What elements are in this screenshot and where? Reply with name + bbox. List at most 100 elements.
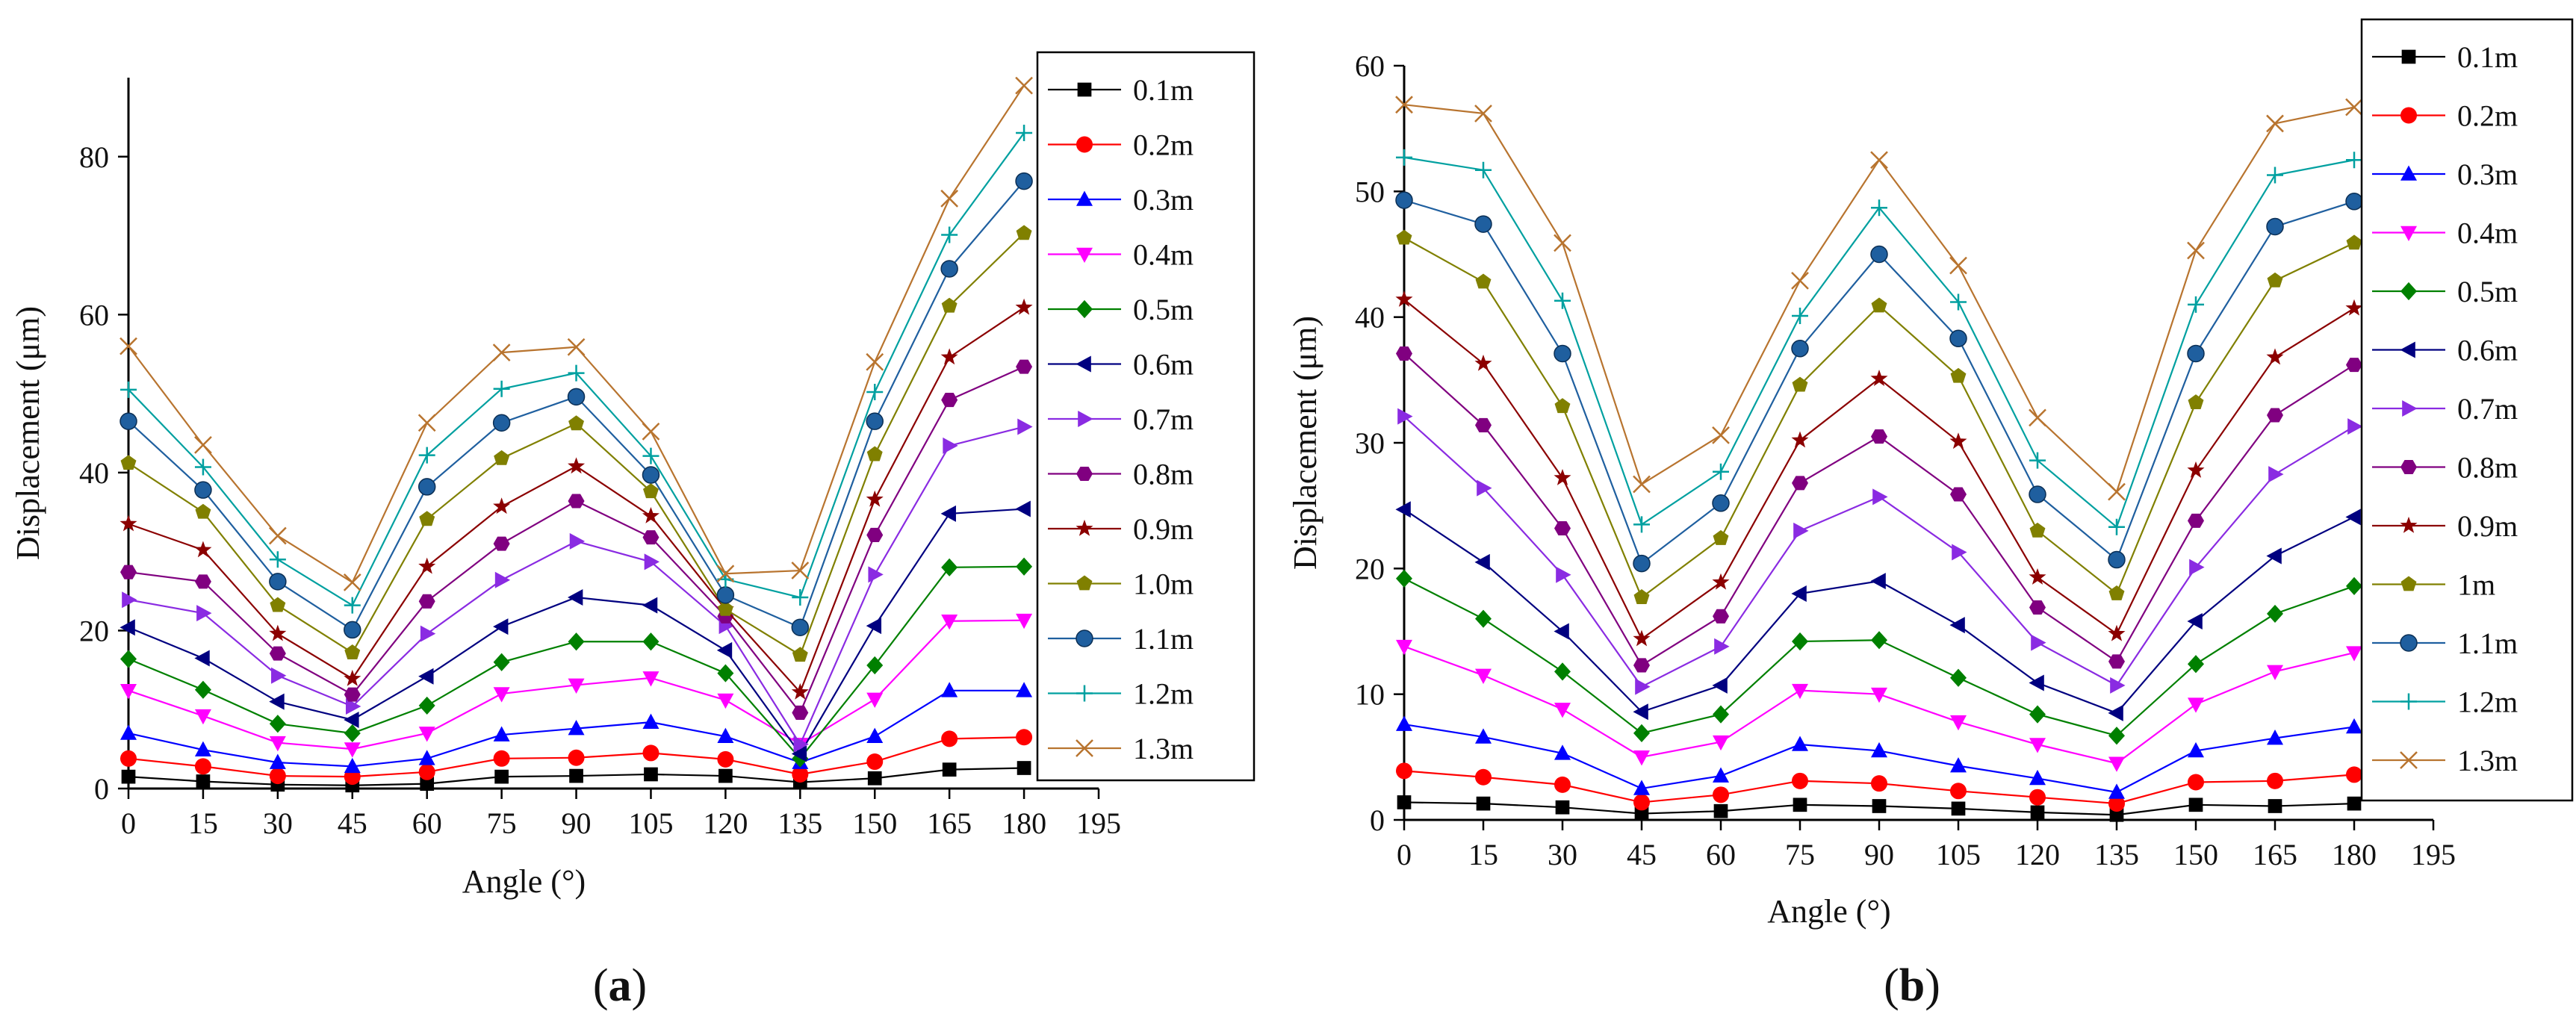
panel-a-chart: 0 15 30 45 60 75 90 105 120 135 150 165 180 195 0 20 40 6… [10, 51, 1256, 1011]
panel-b-data-point [1951, 801, 1966, 816]
panel-a-data-point [717, 727, 734, 743]
panel-a-data-point [420, 625, 436, 642]
panel-b-data-point [1950, 668, 1967, 687]
panel-a-data-point [269, 715, 286, 733]
panel-b-x-tick-label: 105 [1936, 838, 1981, 871]
panel-b-legend-label-0-8m: 0.8m [2457, 451, 2518, 485]
panel-b-data-point [1633, 554, 1651, 573]
panel-a-data-point [418, 727, 435, 742]
panel-a-data-point [344, 687, 361, 702]
panel-b-chart: 0 15 30 45 60 75 90 105 120 135 150 165 180 195 0 10 20 3… [1287, 18, 2574, 1011]
panel-b-data-point [2187, 461, 2205, 478]
panel-a-data-point [567, 589, 583, 606]
panel-b-data-point [2188, 798, 2203, 812]
panel-b-data-point [1475, 161, 1492, 178]
panel-b-series-0-1m [1397, 795, 2362, 822]
panel-b-data-point [1792, 772, 1808, 789]
panel-a-data-point [120, 750, 137, 767]
panel-b-x-tick-label: 150 [2173, 838, 2218, 871]
panel-a-x-tick-label: 30 [263, 806, 293, 840]
panel-b-legend-label-0-2m: 0.2m [2457, 99, 2518, 133]
panel-a-data-point [120, 684, 137, 700]
panel-a-legend-label-0-9m: 0.9m [1133, 512, 1194, 546]
panel-a-data-point [642, 713, 659, 729]
panel-a-data-point [269, 768, 286, 785]
panel-b-series-1m [1396, 229, 2362, 604]
panel-b-legend: 0.1m 0.2m 0.3m 0.4m 0.5m 0.6m 0.7m 0.8m 0.9m 1m 1.… [2360, 18, 2574, 802]
panel-b-data-point [2108, 550, 2126, 569]
panel-a-data-point [194, 458, 211, 476]
panel-a-x-tick-label: 0 [121, 806, 136, 840]
panel-a-data-point [494, 769, 509, 784]
panel-a-data-point [493, 618, 509, 635]
panel-b-series-0-2m [1396, 762, 2362, 812]
panel-a-data-point [420, 777, 435, 792]
panel-a-series-0-9m [120, 298, 1033, 700]
panel-b-data-point [2345, 509, 2361, 526]
panel-b-y-tick-label: 0 [1370, 803, 1385, 837]
panel-a-data-point [1015, 500, 1031, 517]
panel-a-data-point [1016, 682, 1033, 697]
panel-b-data-point [1475, 768, 1492, 786]
panel-a-data-point [943, 437, 958, 454]
panel-a-data-point [568, 720, 585, 736]
panel-a-data-point [792, 647, 808, 662]
panel-a-data-point [269, 736, 286, 752]
panel-b-data-point [2188, 697, 2204, 713]
panel-a-data-point [195, 503, 211, 519]
panel-a-y-tick-label: 0 [94, 772, 109, 806]
panel-a-x-tick-label: 195 [1076, 806, 1121, 840]
panel-a-y-tick-label: 60 [79, 298, 109, 332]
panel-b-data-point [1792, 632, 1808, 651]
panel-b-data-point [1950, 487, 1967, 502]
panel-a-data-point [194, 650, 210, 667]
panel-b-data-point [2187, 613, 2203, 630]
panel-a-legend-marker [1076, 247, 1093, 264]
panel-b-data-point [1634, 806, 1649, 821]
panel-b-data-point [1396, 346, 1412, 361]
panel-a-data-point [717, 750, 734, 768]
panel-b-data-point [2108, 482, 2126, 501]
panel-a-data-point [270, 597, 286, 612]
panel-a-data-point [494, 571, 511, 588]
panel-b-legend-marker [2400, 751, 2418, 769]
panel-a-data-point [1015, 298, 1033, 315]
panel-a-data-point [492, 343, 511, 361]
panel-b-data-point [1871, 741, 1887, 758]
panel-b-data-point [2267, 730, 2283, 745]
panel-b-y-tick-label: 40 [1355, 301, 1385, 335]
panel-b-y-tick-label: 50 [1355, 175, 1385, 208]
panel-a-series-0-7m [122, 418, 1033, 753]
panel-b-data-point [1633, 589, 1650, 604]
panel-a-data-point [271, 667, 287, 684]
panel-a-data-point [418, 447, 435, 464]
panel-a-data-point [941, 730, 958, 747]
panel-a-data-point [194, 541, 212, 558]
panel-b-x-tick-label: 0 [1397, 838, 1412, 871]
panel-b-data-point [1475, 728, 1492, 744]
panel-b-data-point [1395, 191, 1413, 209]
panel-b-data-point [2029, 738, 2046, 753]
panel-b-legend-label-0-1m: 0.1m [2457, 40, 2518, 74]
panel-a-data-point [866, 618, 882, 635]
panel-a-data-point [493, 687, 510, 703]
panel-b-data-point [1712, 677, 1728, 694]
panel-a-data-point [493, 726, 510, 741]
panel-b-data-point [1712, 573, 1730, 590]
panel-a-data-point [194, 435, 212, 454]
panel-b-data-point [2029, 705, 2046, 724]
panel-b-data-point [2345, 193, 2363, 211]
panel-a-data-point [791, 745, 807, 762]
panel-b-data-point [2346, 152, 2362, 169]
panel-a-data-point [642, 423, 660, 441]
panel-a-data-point [1016, 613, 1033, 629]
panel-a-data-point [196, 605, 212, 622]
panel-a-series-1-2m [120, 125, 1033, 614]
panel-b-data-point [2267, 408, 2283, 423]
panel-a-legend-label-0-3m: 0.3m [1133, 183, 1194, 217]
panel-b-data-point [1556, 566, 1571, 583]
panel-a-data-point [418, 594, 435, 609]
panel-a-data-point [344, 724, 361, 743]
panel-b-x-tick-label: 120 [2015, 838, 2060, 871]
panel-a-data-point [344, 757, 361, 774]
